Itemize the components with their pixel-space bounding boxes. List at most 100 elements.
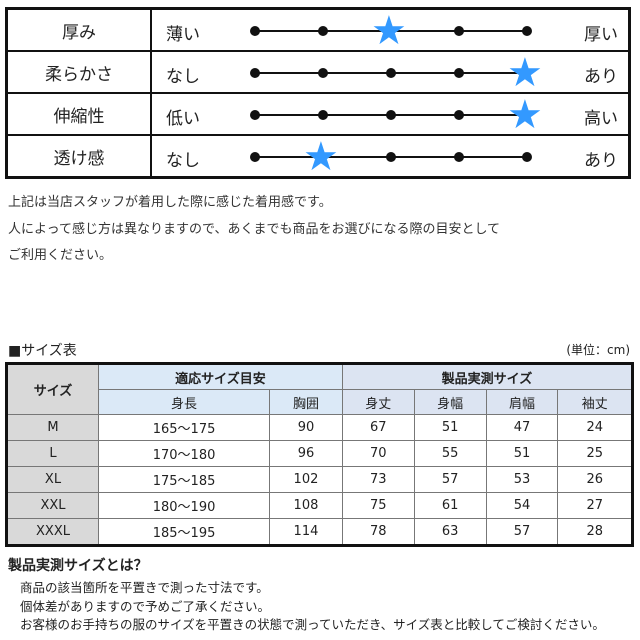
value-cell: 51 — [485, 440, 559, 467]
table-row: XXXL 185～195 114 78 63 57 28 — [6, 518, 633, 546]
value-cell: 102 — [269, 466, 343, 493]
fit-feel-table: 厚み 薄い ★ 厚い 柔らかさ なし ★ あり 伸縮性 低い ★ 高い 透け感 なし ★ あり — [5, 7, 631, 179]
value-cell: 75 — [341, 492, 415, 519]
scale-dot — [454, 68, 464, 78]
star-icon: ★ — [303, 134, 339, 180]
value-cell: 26 — [557, 466, 633, 493]
size-table: サイズ 適応サイズ目安 製品実測サイズ 身長 胸囲 身丈 身幅 肩幅 袖丈 M 165～17… — [5, 362, 634, 547]
scale-max-label: あり — [584, 151, 618, 171]
star-icon: ★ — [507, 50, 543, 96]
value-cell: 54 — [485, 492, 559, 519]
value-cell: 61 — [413, 492, 487, 519]
scale-dot — [318, 26, 328, 36]
feel-scale: 低い ★ 高い — [150, 92, 631, 138]
scale-dot — [318, 68, 328, 78]
scale-dot — [386, 152, 396, 162]
scale-max-label: 高い — [584, 109, 618, 129]
note-line: 人によって感じ方は異なりますので、あくまでも商品をお選びになる際の目安として — [8, 222, 501, 237]
scale-min-label: なし — [166, 151, 200, 171]
value-cell: 51 — [413, 414, 487, 441]
value-cell: 57 — [413, 466, 487, 493]
note-line: 上記は当店スタッフが着用した際に感じた着用感です。 — [8, 195, 332, 210]
value-cell: 53 — [485, 466, 559, 493]
feel-label: 伸縮性 — [5, 92, 152, 136]
column-header: 胸囲 — [269, 389, 343, 415]
unit-label: (単位：cm) — [566, 343, 630, 357]
explain-line: 商品の該当箇所を平置きで測った寸法です。 — [20, 580, 269, 595]
scale-max-label: あり — [584, 67, 618, 87]
table-row: L 170～180 96 70 55 51 25 — [6, 440, 633, 467]
value-cell: 165～175 — [97, 414, 271, 441]
table-row: XL 175～185 102 73 57 53 26 — [6, 466, 633, 493]
value-cell: 78 — [341, 518, 415, 546]
value-cell: 28 — [557, 518, 633, 546]
scale-dot — [522, 152, 532, 162]
value-cell: 73 — [341, 466, 415, 493]
value-cell: 90 — [269, 414, 343, 441]
scale-dot — [454, 26, 464, 36]
fit-feel-row: 厚み 薄い ★ 厚い — [5, 7, 631, 54]
feel-label: 厚み — [5, 7, 152, 52]
scale-dot — [250, 26, 260, 36]
value-cell: 180～190 — [97, 492, 271, 519]
value-cell: 108 — [269, 492, 343, 519]
scale-min-label: なし — [166, 67, 200, 87]
value-cell: 25 — [557, 440, 633, 467]
value-cell: 24 — [557, 414, 633, 441]
column-header: 袖丈 — [557, 389, 633, 415]
feel-scale: なし ★ あり — [150, 50, 631, 96]
scale-min-label: 低い — [166, 109, 200, 129]
size-cell: L — [6, 440, 99, 467]
star-icon: ★ — [371, 8, 407, 54]
fit-feel-row: 透け感 なし ★ あり — [5, 134, 631, 180]
value-cell: 47 — [485, 414, 559, 441]
size-header: サイズ — [6, 363, 99, 415]
column-header: 身幅 — [413, 389, 487, 415]
scale-dot — [386, 68, 396, 78]
value-cell: 63 — [413, 518, 487, 546]
group-header-measured: 製品実測サイズ — [341, 363, 634, 390]
fit-feel-row: 柔らかさ なし ★ あり — [5, 50, 631, 96]
value-cell: 170～180 — [97, 440, 271, 467]
value-cell: 70 — [341, 440, 415, 467]
scale-line — [255, 30, 529, 32]
value-cell: 55 — [413, 440, 487, 467]
value-cell: 185～195 — [97, 518, 271, 546]
explain-line: 個体差がありますので予めご了承ください。 — [20, 599, 271, 614]
size-cell: XL — [6, 466, 99, 493]
size-table-title: ■サイズ表 — [8, 343, 77, 359]
scale-dot — [318, 110, 328, 120]
size-cell: XXXL — [6, 518, 99, 546]
column-header: 身丈 — [341, 389, 415, 415]
size-cell: XXL — [6, 492, 99, 519]
scale-dot — [250, 68, 260, 78]
note-line: ご利用ください。 — [8, 248, 113, 263]
scale-dot — [250, 110, 260, 120]
value-cell: 27 — [557, 492, 633, 519]
scale-max-label: 厚い — [584, 25, 618, 45]
value-cell: 114 — [269, 518, 343, 546]
feel-label: 透け感 — [5, 134, 152, 179]
scale-min-label: 薄い — [166, 25, 200, 45]
column-header: 肩幅 — [485, 389, 559, 415]
group-header-recommended: 適応サイズ目安 — [98, 363, 343, 390]
scale-dot — [522, 26, 532, 36]
value-cell: 57 — [485, 518, 559, 546]
value-cell: 67 — [341, 414, 415, 441]
star-icon: ★ — [507, 92, 543, 138]
value-cell: 175～185 — [97, 466, 271, 493]
feel-scale: なし ★ あり — [150, 134, 631, 180]
feel-scale: 薄い ★ 厚い — [150, 7, 631, 54]
scale-dot — [386, 110, 396, 120]
explain-title: 製品実測サイズとは？ — [8, 558, 148, 574]
table-row: M 165～175 90 67 51 47 24 — [6, 414, 633, 441]
explain-line: お客様のお手持ちの服のサイズを平置きの状態で測っていただき、サイズ表と比較してご… — [20, 617, 605, 632]
scale-dot — [454, 110, 464, 120]
scale-dot — [250, 152, 260, 162]
feel-label: 柔らかさ — [5, 50, 152, 94]
scale-dot — [454, 152, 464, 162]
fit-feel-row: 伸縮性 低い ★ 高い — [5, 92, 631, 138]
column-header: 身長 — [97, 389, 271, 415]
value-cell: 96 — [269, 440, 343, 467]
size-cell: M — [6, 414, 99, 441]
